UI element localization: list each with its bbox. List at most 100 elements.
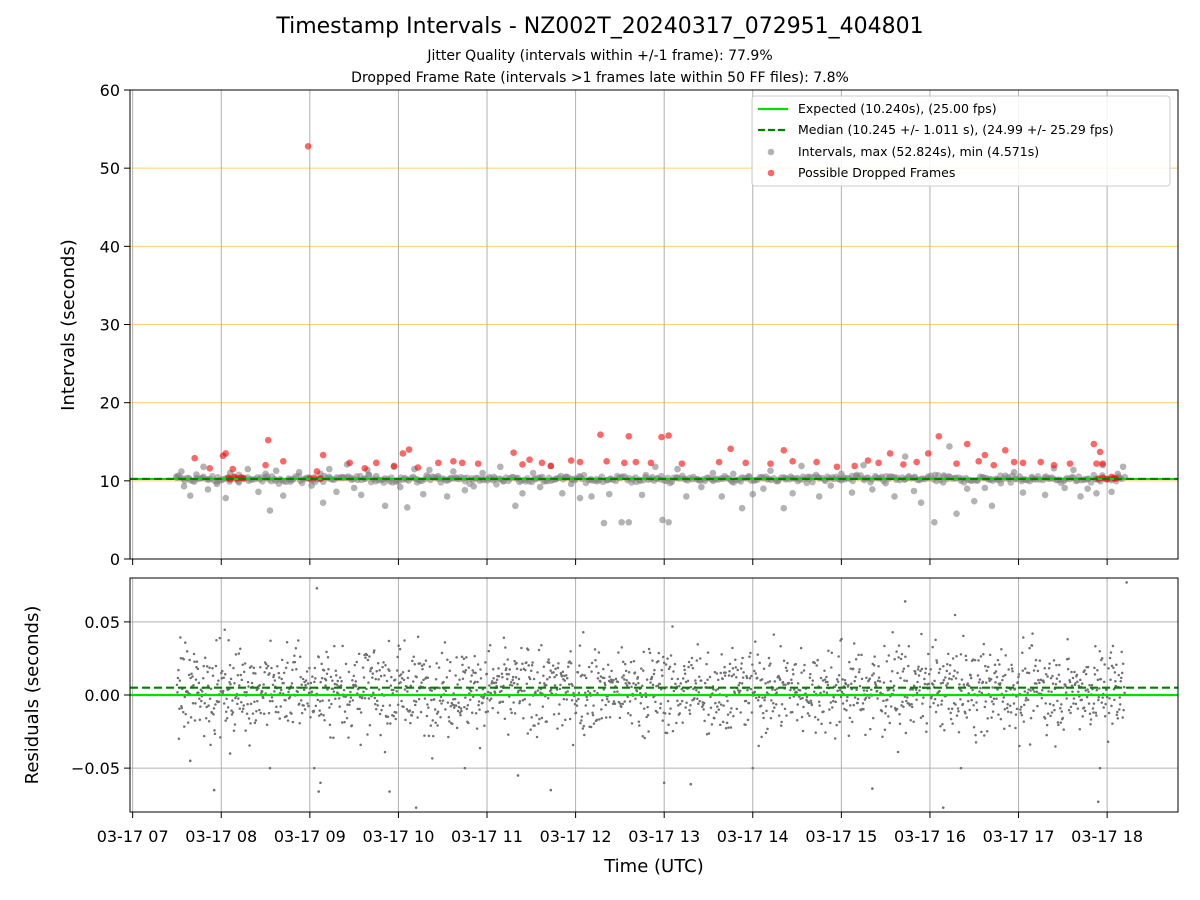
residual-point	[900, 652, 904, 656]
residual-point	[962, 683, 966, 686]
residual-point	[792, 672, 795, 676]
residual-point	[1024, 699, 1027, 702]
residual-point	[565, 698, 568, 701]
residual-point	[790, 678, 793, 681]
residual-point	[651, 683, 655, 687]
interval-point	[1061, 484, 1068, 492]
residual-point	[226, 706, 230, 709]
residual-point	[530, 716, 533, 719]
residual-point	[522, 717, 525, 720]
residual-point	[368, 723, 372, 727]
residual-point	[648, 651, 652, 655]
interval-point	[625, 518, 633, 526]
residual-point	[900, 704, 903, 707]
residual-point	[333, 682, 337, 686]
interval-point	[255, 488, 262, 496]
residual-point	[514, 676, 518, 679]
residual-point	[410, 714, 414, 717]
dropped-frame-point	[678, 460, 686, 467]
residual-point	[639, 691, 642, 695]
residual-point	[849, 704, 852, 707]
residual-point	[185, 650, 189, 653]
interval-point	[901, 453, 909, 460]
residual-point	[997, 713, 1000, 716]
residual-point	[590, 661, 594, 665]
residual-point	[382, 661, 385, 664]
residual-point	[268, 672, 271, 675]
residual-point	[777, 674, 780, 678]
residual-point	[932, 701, 935, 705]
residual-point	[852, 703, 855, 707]
residual-point	[889, 705, 893, 708]
residual-point	[962, 634, 965, 638]
residual-point	[1083, 669, 1086, 672]
residual-point	[599, 680, 602, 683]
residual-point	[1089, 722, 1092, 726]
residual-point	[1111, 722, 1114, 725]
residual-point	[197, 691, 200, 694]
residual-point	[549, 688, 553, 691]
residual-point	[664, 663, 668, 666]
residual-point	[1031, 688, 1035, 691]
residual-point	[604, 703, 607, 707]
residual-point	[1077, 690, 1080, 693]
residual-point	[1089, 718, 1093, 721]
dropped-frame-point	[450, 457, 457, 465]
dropped-frame-point	[981, 451, 989, 459]
residual-point	[381, 665, 384, 669]
bottom-x-tick-label: 03-17 07	[97, 827, 169, 846]
interval-point	[869, 486, 876, 493]
residual-point	[726, 713, 730, 716]
residual-point	[791, 668, 795, 671]
residual-point	[987, 677, 991, 680]
residual-point	[813, 661, 816, 665]
residual-point	[706, 651, 710, 654]
dropped-frame-point	[222, 450, 229, 457]
interval-point	[718, 493, 726, 500]
dropped-frame-point	[833, 463, 841, 471]
residual-point	[384, 664, 387, 667]
bottom-y-tick-label: −0.05	[71, 759, 120, 778]
residual-point	[267, 711, 271, 715]
residual-point	[707, 713, 710, 716]
residual-point	[564, 691, 568, 694]
residual-point	[771, 688, 774, 691]
interval-point	[244, 465, 252, 473]
residual-point	[970, 698, 973, 702]
residual-point	[811, 683, 814, 686]
residual-point	[526, 648, 530, 652]
residual-point	[1118, 708, 1121, 711]
residual-point	[392, 688, 395, 692]
residual-point	[497, 675, 501, 678]
residual-point	[403, 688, 407, 691]
residual-point	[768, 680, 772, 683]
residual-point	[354, 680, 358, 683]
residual-point	[950, 707, 954, 711]
residual-point	[312, 709, 316, 713]
residual-point	[329, 675, 333, 679]
residual-point	[596, 691, 599, 695]
residual-point	[854, 658, 858, 661]
residual-point	[876, 697, 879, 700]
residual-point	[490, 682, 493, 685]
interval-point	[605, 490, 613, 498]
residual-point	[690, 663, 693, 667]
residual-point	[558, 687, 562, 691]
residual-point	[368, 655, 371, 658]
residual-point	[871, 716, 875, 720]
residual-point	[536, 671, 539, 674]
residual-point	[582, 724, 586, 728]
residual-point	[795, 718, 799, 722]
residual-point	[242, 704, 245, 707]
residual-point	[367, 697, 371, 700]
residual-point	[431, 719, 435, 722]
residual-point	[1068, 680, 1072, 684]
residual-point	[179, 657, 183, 660]
residual-point	[448, 720, 451, 723]
residual-point	[1098, 649, 1102, 653]
residual-point	[299, 675, 302, 679]
interval-point	[200, 463, 207, 471]
residual-point	[545, 720, 549, 723]
interval-point	[1010, 468, 1018, 476]
residual-point	[989, 678, 993, 681]
